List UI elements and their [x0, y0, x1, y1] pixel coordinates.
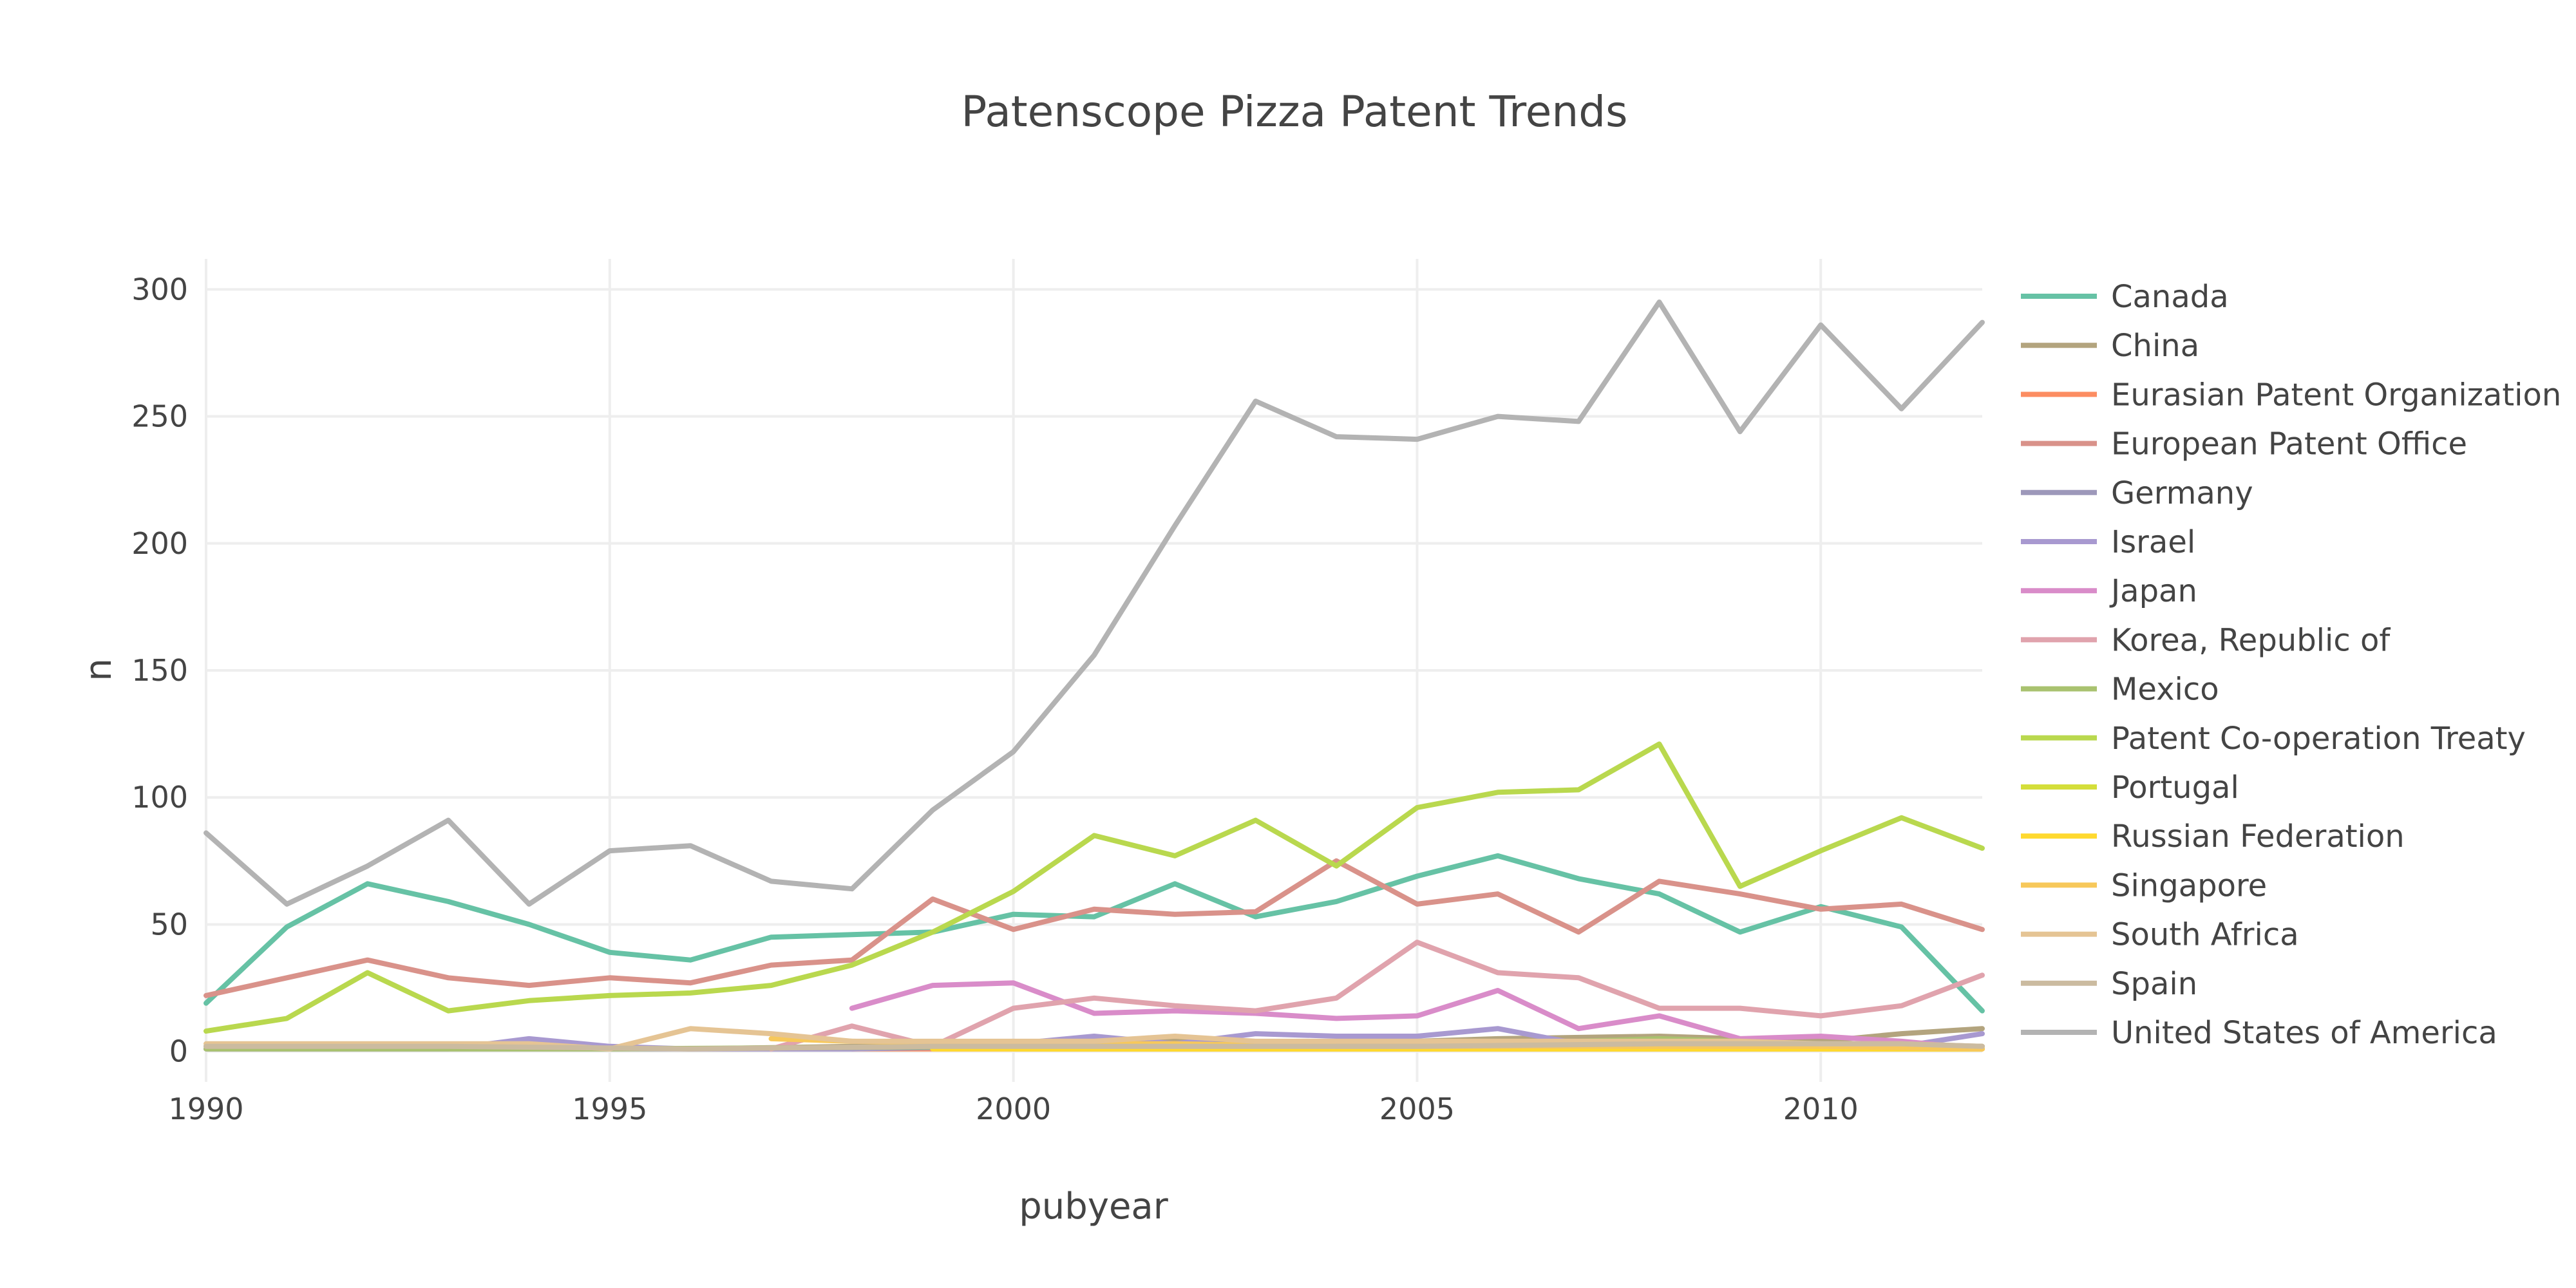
legend-label: Eurasian Patent Organization	[2111, 377, 2561, 413]
legend-item-patent-co-operation-treaty[interactable]: Patent Co-operation Treaty	[2021, 721, 2526, 757]
legend-label: Portugal	[2111, 770, 2239, 806]
legend-label: China	[2111, 328, 2199, 364]
legend-item-canada[interactable]: Canada	[2021, 279, 2229, 315]
legend-label: Canada	[2111, 279, 2229, 315]
series-line-japan	[849, 980, 1985, 1052]
legend-item-spain[interactable]: Spain	[2021, 966, 2197, 1002]
legend-label: Russian Federation	[2111, 819, 2405, 855]
legend-item-russian-federation[interactable]: Russian Federation	[2021, 819, 2405, 855]
y-tick-label: 300	[131, 272, 188, 307]
x-tick-labels: 1990 1995 2000 2005 2010	[168, 1092, 1858, 1126]
series-line-korea-republic-of	[768, 940, 1985, 1052]
x-tick-label: 1990	[168, 1092, 243, 1126]
x-tick-label: 2000	[976, 1092, 1051, 1126]
legend-item-israel[interactable]: Israel	[2021, 524, 2195, 560]
legend-label: Spain	[2111, 966, 2197, 1002]
y-tick-label: 150	[131, 653, 188, 688]
legend-item-mexico[interactable]: Mexico	[2021, 672, 2219, 708]
chart-title: Patenscope Pizza Patent Trends	[961, 87, 1628, 137]
legend-label: Mexico	[2111, 672, 2219, 708]
y-axis-title: n	[78, 658, 120, 681]
y-tick-label: 0	[169, 1034, 188, 1069]
plot-series	[204, 299, 1985, 1052]
legend-label: Germany	[2111, 475, 2253, 511]
legend-label: Singapore	[2111, 867, 2267, 904]
legend-item-united-states-of-america[interactable]: United States of America	[2021, 1015, 2497, 1051]
y-tick-label: 50	[150, 907, 188, 942]
x-axis-title: pubyear	[1019, 1186, 1168, 1227]
legend-item-germany[interactable]: Germany	[2021, 475, 2253, 511]
y-tick-label: 250	[131, 399, 188, 434]
legend-item-portugal[interactable]: Portugal	[2021, 770, 2239, 806]
legend-label: Korea, Republic of	[2111, 622, 2391, 658]
legend-label: Israel	[2111, 524, 2195, 560]
legend-label: South Africa	[2111, 917, 2299, 953]
y-gridlines	[206, 288, 1982, 1053]
legend-item-japan[interactable]: Japan	[2021, 573, 2197, 609]
series-line-spain	[204, 1041, 1985, 1052]
series-line-patent-co-operation-treaty	[204, 741, 1985, 1034]
x-tick-label: 2005	[1379, 1092, 1455, 1126]
legend-item-european-patent-office[interactable]: European Patent Office	[2021, 426, 2467, 462]
x-tick-label: 1995	[572, 1092, 647, 1126]
legend: Canada China Eurasian Patent Organization E…	[2021, 279, 2561, 1051]
legend-item-china[interactable]: China	[2021, 328, 2199, 364]
legend-label: Japan	[2109, 573, 2197, 609]
legend-item-korea-republic-of[interactable]: Korea, Republic of	[2021, 622, 2391, 658]
series-line-european-patent-office	[204, 858, 1985, 998]
legend-item-south-africa[interactable]: South Africa	[2021, 917, 2299, 953]
legend-item-singapore[interactable]: Singapore	[2021, 867, 2267, 904]
y-tick-label: 200	[131, 526, 188, 561]
legend-label: Patent Co-operation Treaty	[2111, 721, 2526, 757]
series-line-united-states-of-america	[204, 299, 1985, 907]
x-tick-label: 2010	[1783, 1092, 1859, 1126]
legend-label: European Patent Office	[2111, 426, 2467, 462]
series-line-canada	[204, 853, 1985, 1014]
legend-label: United States of America	[2111, 1015, 2497, 1051]
y-tick-labels: 0 50 100 150 200 250 300	[131, 272, 188, 1068]
y-tick-label: 100	[131, 780, 188, 815]
legend-item-eurasian-patent-organization[interactable]: Eurasian Patent Organization	[2021, 377, 2561, 413]
